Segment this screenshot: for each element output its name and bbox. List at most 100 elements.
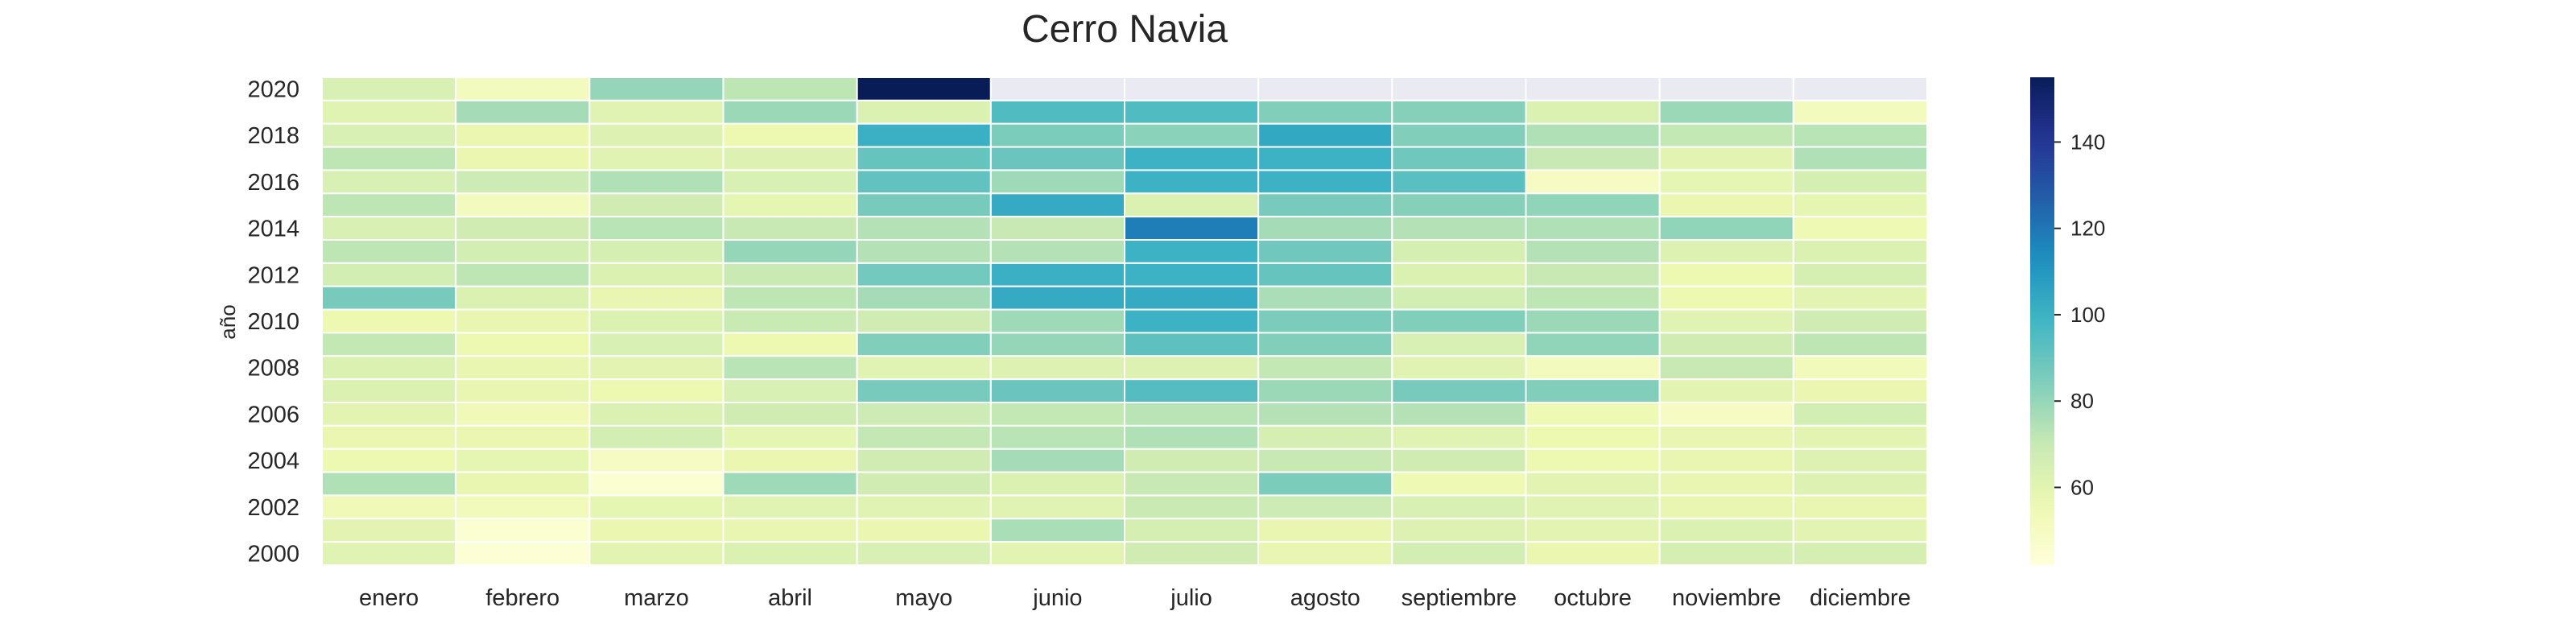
heatmap-cell — [1124, 308, 1260, 334]
heatmap-cell — [1658, 402, 1794, 427]
heatmap-cell — [856, 541, 992, 567]
heatmap-cell — [1391, 308, 1527, 334]
heatmap-cell — [1792, 402, 1928, 427]
heatmap-cell — [1792, 494, 1928, 520]
heatmap-cell — [1257, 378, 1393, 403]
heatmap-cell — [989, 169, 1126, 195]
heatmap-cell — [455, 332, 591, 357]
heatmap-cell — [856, 402, 992, 427]
heatmap-cell — [321, 146, 457, 171]
heatmap-cell — [1124, 239, 1260, 264]
heatmap-cell — [321, 355, 457, 381]
heatmap-cell — [722, 169, 858, 195]
heatmap-cell — [1525, 192, 1661, 218]
x-tick-label: marzo — [624, 585, 689, 611]
y-tick-label: 2000 — [247, 542, 299, 568]
heatmap-cell — [1658, 76, 1794, 101]
heatmap-cell — [455, 402, 591, 427]
heatmap-cell — [1391, 169, 1527, 195]
heatmap-cell — [1124, 494, 1260, 520]
heatmap-cell — [1124, 99, 1260, 125]
heatmap-cell — [1792, 99, 1928, 125]
heatmap-cell — [1658, 494, 1794, 520]
heatmap-cell — [1658, 541, 1794, 567]
heatmap-cell — [1792, 239, 1928, 264]
heatmap-cell — [856, 216, 992, 241]
heatmap-cell — [989, 308, 1126, 334]
heatmap-cell — [1525, 169, 1661, 195]
y-tick-label: 2010 — [247, 309, 299, 335]
heatmap-cell — [1658, 424, 1794, 450]
heatmap-cell — [1257, 494, 1393, 520]
heatmap-cell — [1124, 76, 1260, 101]
x-tick-label: febrero — [485, 585, 559, 611]
heatmap-cell — [1792, 448, 1928, 473]
heatmap-cell — [588, 192, 724, 218]
heatmap-cell — [1391, 424, 1527, 450]
heatmap-cell — [321, 216, 457, 241]
heatmap-cell — [1792, 76, 1928, 101]
heatmap-cell — [1257, 169, 1393, 195]
heatmap-cell — [856, 332, 992, 357]
heatmap-cell — [321, 494, 457, 520]
heatmap-cell — [1391, 122, 1527, 148]
heatmap-cells — [321, 76, 1928, 567]
heatmap-cell — [455, 378, 591, 403]
heatmap-cell — [1391, 146, 1527, 171]
heatmap-cell — [455, 76, 591, 101]
heatmap-cell — [989, 192, 1126, 218]
heatmap-cell — [1257, 76, 1393, 101]
heatmap-cell — [1391, 332, 1527, 357]
heatmap-cell — [722, 332, 858, 357]
heatmap-cell — [1257, 192, 1393, 218]
heatmap-cell — [1257, 262, 1393, 287]
heatmap-cell — [1525, 448, 1661, 473]
heatmap-cell — [1124, 448, 1260, 473]
heatmap-cell — [722, 76, 858, 101]
heatmap-cell — [1525, 424, 1661, 450]
heatmap-cell — [455, 192, 591, 218]
heatmap-cell — [455, 471, 591, 497]
heatmap-cell — [1124, 192, 1260, 218]
heatmap-cell — [1124, 146, 1260, 171]
colorbar-tick-label: 60 — [2070, 475, 2094, 499]
heatmap-cell — [1792, 146, 1928, 171]
x-tick-label: agosto — [1290, 585, 1360, 611]
heatmap-cell — [321, 378, 457, 403]
heatmap-cell — [588, 308, 724, 334]
y-tick-label: 2002 — [247, 495, 299, 521]
heatmap-cell — [588, 239, 724, 264]
heatmap-cell — [722, 99, 858, 125]
heatmap-cell — [1658, 448, 1794, 473]
y-tick-label: 2012 — [247, 262, 299, 288]
heatmap-cell — [1792, 192, 1928, 218]
heatmap-cell — [588, 448, 724, 473]
x-tick-label: mayo — [895, 585, 952, 611]
heatmap-cell — [722, 355, 858, 381]
chart-title: Cerro Navia — [1022, 8, 1228, 51]
heatmap-cell — [321, 192, 457, 218]
colorbar-tick-label: 80 — [2070, 389, 2094, 413]
heatmap-cell — [321, 99, 457, 125]
heatmap-cell — [1124, 402, 1260, 427]
heatmap-cell — [588, 262, 724, 287]
heatmap-cell — [856, 471, 992, 497]
heatmap-cell — [1124, 378, 1260, 403]
heatmap-cell — [1391, 378, 1527, 403]
heatmap-cell — [1124, 216, 1260, 241]
heatmap-cell — [989, 76, 1126, 101]
x-tick-label: noviembre — [1672, 585, 1781, 611]
x-tick-label: enero — [359, 585, 419, 611]
heatmap-cell — [1792, 424, 1928, 450]
heatmap-cell — [455, 541, 591, 567]
heatmap-cell — [989, 122, 1126, 148]
heatmap-cell — [1525, 308, 1661, 334]
heatmap-cell — [1792, 285, 1928, 311]
heatmap-cell — [1525, 402, 1661, 427]
heatmap-cell — [856, 99, 992, 125]
heatmap-cell — [989, 471, 1126, 497]
x-tick-label: octubre — [1554, 585, 1632, 611]
heatmap-cell — [989, 146, 1126, 171]
heatmap-cell — [1792, 216, 1928, 241]
heatmap-cell — [588, 402, 724, 427]
